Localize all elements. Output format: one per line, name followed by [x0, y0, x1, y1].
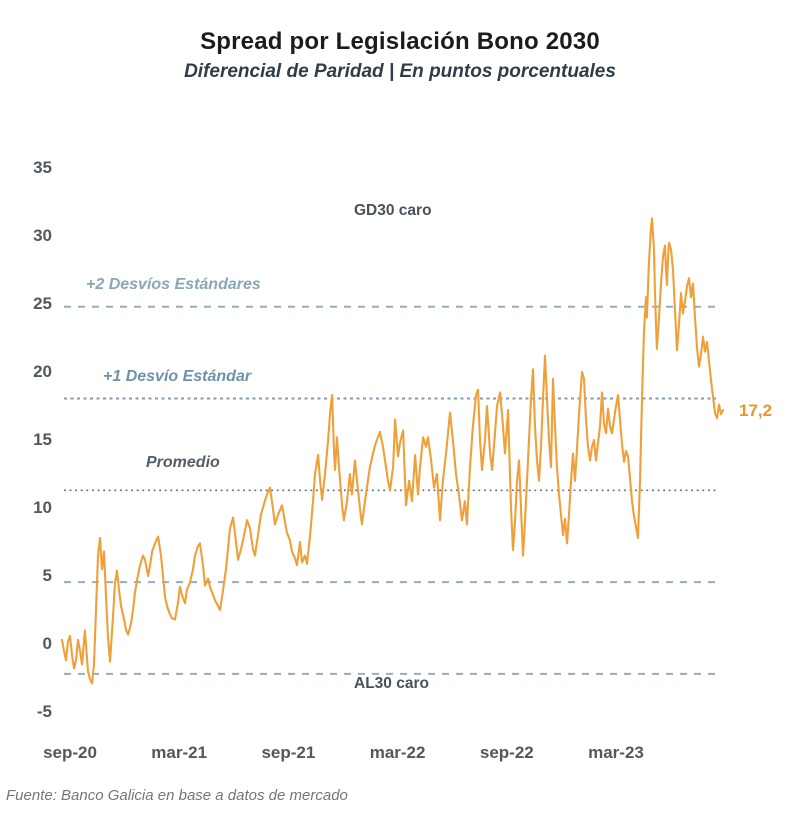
page-title: Spread por Legislación Bono 2030 [200, 28, 600, 55]
plus-2sd-label: +2 Desvíos Estándares [86, 276, 261, 293]
al30-caro-label: AL30 caro [354, 675, 429, 692]
spread-series-line [60, 217, 725, 685]
y-tick-label: 15 [33, 430, 52, 449]
gd30-caro-label: GD30 caro [354, 202, 432, 219]
y-tick-label: 10 [33, 498, 52, 517]
last-value-label: 17,2 [739, 401, 773, 420]
plus-1sd-label: +1 Desvío Estándar [103, 368, 252, 385]
y-tick-label: 0 [42, 634, 52, 653]
x-tick-label: sep-21 [261, 743, 316, 762]
x-tick-label: mar-22 [369, 743, 426, 762]
y-tick-label: 30 [33, 226, 52, 245]
mean-label: Promedio [146, 454, 220, 471]
x-tick-label: mar-21 [151, 743, 208, 762]
y-tick-label: -5 [36, 702, 52, 721]
x-tick-label: sep-20 [43, 743, 97, 762]
source-note: Fuente: Banco Galicia en base a datos de… [6, 787, 348, 804]
page-subtitle: Diferencial de Paridad | En puntos porce… [184, 61, 616, 82]
y-tick-label: 20 [33, 362, 52, 381]
y-tick-label: 35 [33, 158, 52, 177]
y-tick-label: 25 [33, 294, 52, 313]
x-tick-label: mar-23 [588, 743, 644, 762]
x-tick-label: sep-22 [479, 743, 534, 762]
y-tick-label: 5 [42, 566, 52, 585]
